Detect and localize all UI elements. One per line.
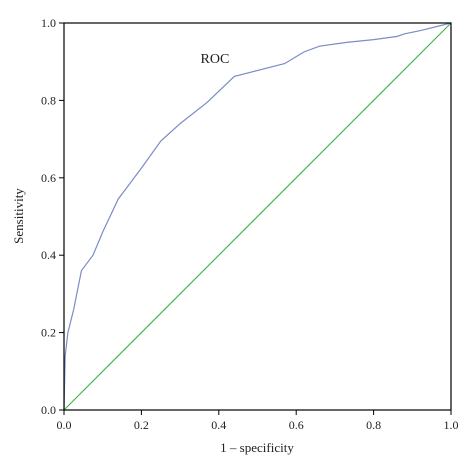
plot-area xyxy=(64,23,451,410)
x-tick-label: 1.0 xyxy=(444,418,459,432)
roc-annotation-label: ROC xyxy=(201,52,230,67)
annotations: ROC xyxy=(201,52,230,67)
x-tick-label: 0.2 xyxy=(134,418,149,432)
x-axis-label: 1 – specificity xyxy=(220,440,294,455)
x-tick-label: 0.0 xyxy=(57,418,72,432)
y-tick-label: 0.8 xyxy=(41,93,56,107)
x-tick-label: 0.4 xyxy=(211,418,226,432)
y-tick-label: 1.0 xyxy=(41,16,56,30)
y-tick-label: 0.0 xyxy=(41,403,56,417)
reference-diagonal-line xyxy=(64,23,451,410)
x-tick-label: 0.6 xyxy=(289,418,304,432)
y-tick-label: 0.4 xyxy=(41,248,56,262)
x-tick-label: 0.8 xyxy=(366,418,381,432)
y-tick-label: 0.6 xyxy=(41,171,56,185)
y-tick-label: 0.2 xyxy=(41,326,56,340)
y-axis-label: Sensitivity xyxy=(11,188,26,244)
